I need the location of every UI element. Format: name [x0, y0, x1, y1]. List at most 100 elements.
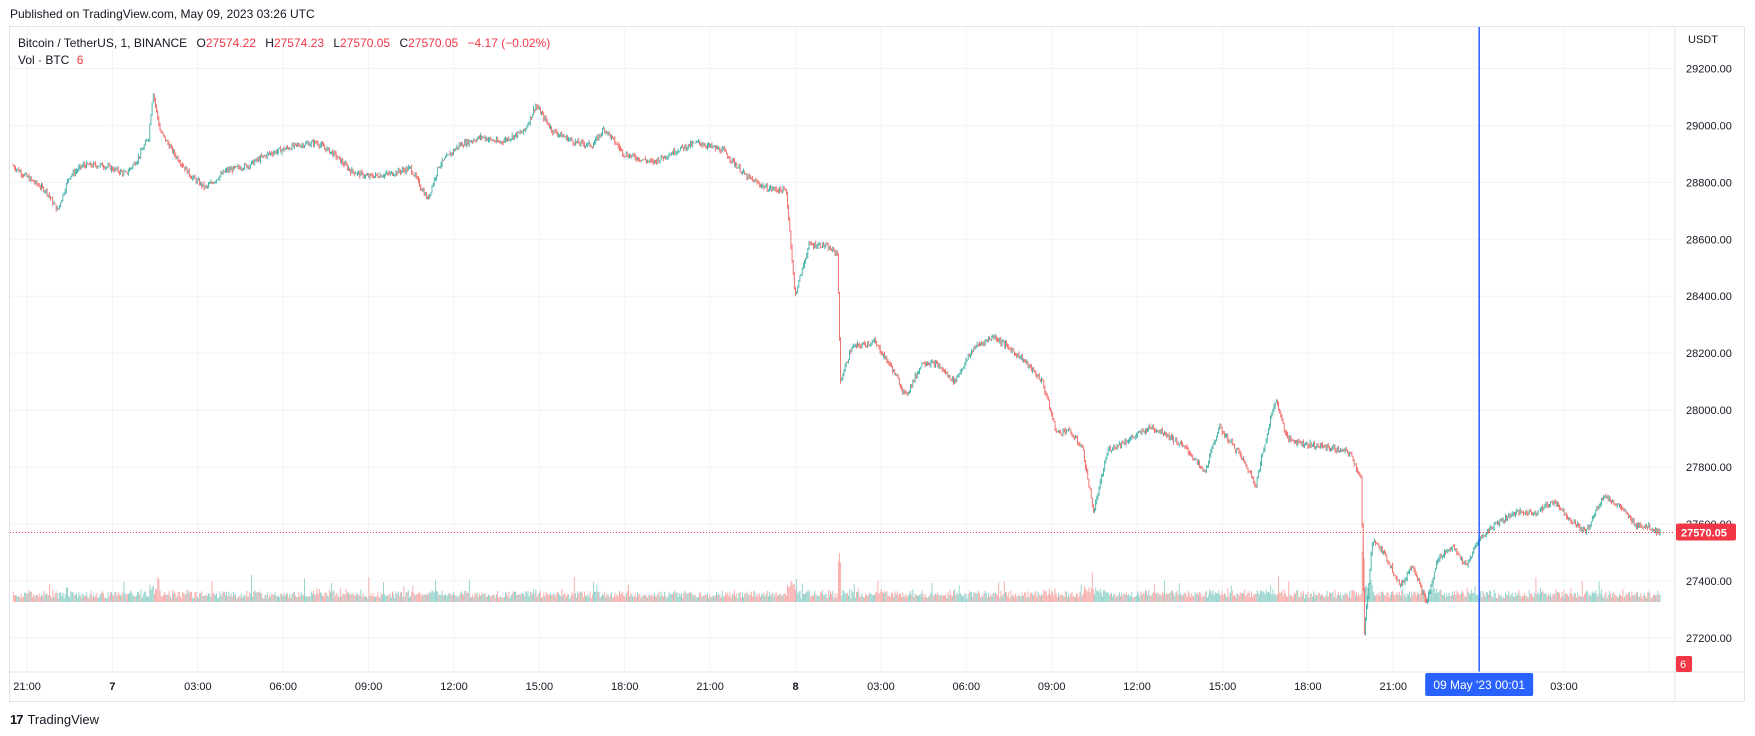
volume-bar [197, 598, 199, 602]
volume-bar [652, 596, 654, 602]
volume-bar [1064, 591, 1066, 602]
volume-bar [1158, 594, 1160, 602]
volume-bar [622, 591, 624, 602]
volume-bar [826, 598, 828, 602]
volume-bar [1308, 598, 1310, 602]
volume-bar [1325, 595, 1327, 602]
volume-bar [749, 594, 751, 602]
volume-bar [182, 592, 184, 602]
volume-bar [1436, 588, 1438, 602]
volume-bar [705, 594, 707, 602]
volume-bar [315, 594, 317, 602]
volume-bar [929, 595, 931, 602]
legend-volume-label[interactable]: Vol · BTC [18, 53, 70, 67]
volume-bar [1639, 596, 1641, 602]
volume-bar [1644, 595, 1646, 602]
volume-bar [732, 594, 734, 602]
volume-bar [246, 590, 248, 602]
volume-bar [1151, 593, 1153, 602]
volume-bar [13, 595, 15, 602]
volume-bar [525, 591, 527, 602]
volume-bar [805, 592, 807, 602]
volume-bar [603, 595, 605, 602]
volume-bar [56, 593, 58, 602]
volume-bar [353, 595, 355, 602]
volume-bar [736, 593, 738, 602]
volume-bar [867, 595, 869, 602]
volume-bar [407, 590, 409, 602]
volume-bar [723, 596, 725, 602]
volume-bar [1190, 597, 1191, 602]
legend-symbol[interactable]: Bitcoin / TetherUS, 1, BINANCE [18, 36, 188, 50]
volume-bar [1085, 588, 1087, 602]
volume-bar [1292, 595, 1294, 602]
volume-bar [560, 596, 562, 602]
volume-bar [48, 584, 50, 602]
volume-bar [519, 594, 521, 602]
volume-bar [708, 597, 710, 602]
volume-bar [462, 593, 463, 602]
volume-bar [1433, 588, 1435, 602]
volume-bar [1493, 589, 1495, 602]
volume-bar [526, 593, 528, 602]
volume-bar [112, 594, 114, 602]
volume-bar [63, 597, 65, 602]
volume-bar [161, 596, 163, 602]
volume-bar [627, 584, 629, 602]
volume-bar [888, 596, 890, 602]
footer-brand[interactable]: 17 TradingView [10, 712, 99, 727]
volume-bar [404, 596, 406, 602]
volume-bar [157, 577, 159, 602]
volume-bar [295, 595, 296, 602]
volume-bar [38, 593, 40, 602]
volume-bar [1421, 590, 1423, 602]
volume-bar [1650, 598, 1652, 602]
volume-bar [51, 597, 53, 602]
volume-bar [1249, 597, 1251, 602]
volume-bar [790, 580, 792, 602]
volume-bar [1255, 593, 1257, 602]
volume-bar [1261, 590, 1263, 602]
volume-bar [444, 594, 445, 602]
volume-bar [318, 588, 320, 602]
volume-bar [1556, 592, 1558, 602]
volume-bar [1389, 594, 1391, 602]
volume-bar [311, 593, 313, 602]
volume-bar [1042, 595, 1044, 602]
volume-bar [1412, 595, 1414, 602]
volume-bar [1516, 595, 1518, 602]
volume-bar [946, 597, 948, 602]
volume-bar [1454, 590, 1456, 602]
volume-bar [1221, 591, 1223, 602]
volume-bar [1300, 591, 1302, 602]
volume-bar [1370, 580, 1372, 602]
volume-bar [1205, 590, 1207, 602]
volume-bar [445, 594, 447, 602]
volume-bar [641, 596, 643, 602]
volume-bar [800, 598, 802, 602]
volume-bar [1240, 593, 1242, 602]
volume-bar [34, 596, 36, 602]
volume-bar [753, 590, 755, 602]
volume-bar [301, 594, 303, 602]
volume-bar [930, 592, 932, 602]
volume-bar [419, 591, 421, 602]
volume-bar [1157, 592, 1159, 602]
volume-bar [1059, 595, 1061, 602]
volume-bar [1569, 593, 1571, 602]
volume-bar [937, 592, 939, 602]
volume-bar [1456, 590, 1458, 602]
volume-bar [174, 590, 176, 602]
volume-bar [658, 591, 660, 602]
volume-bar [1484, 596, 1486, 602]
volume-bar [501, 597, 503, 602]
volume-bar [834, 593, 836, 602]
volume-bars [12, 537, 1661, 602]
volume-bar [1555, 589, 1557, 602]
volume-bar [1658, 594, 1660, 602]
volume-bar [327, 596, 329, 602]
volume-bar [451, 594, 453, 602]
price-axis-currency[interactable]: USDT [1688, 34, 1718, 46]
volume-bar [993, 592, 995, 602]
